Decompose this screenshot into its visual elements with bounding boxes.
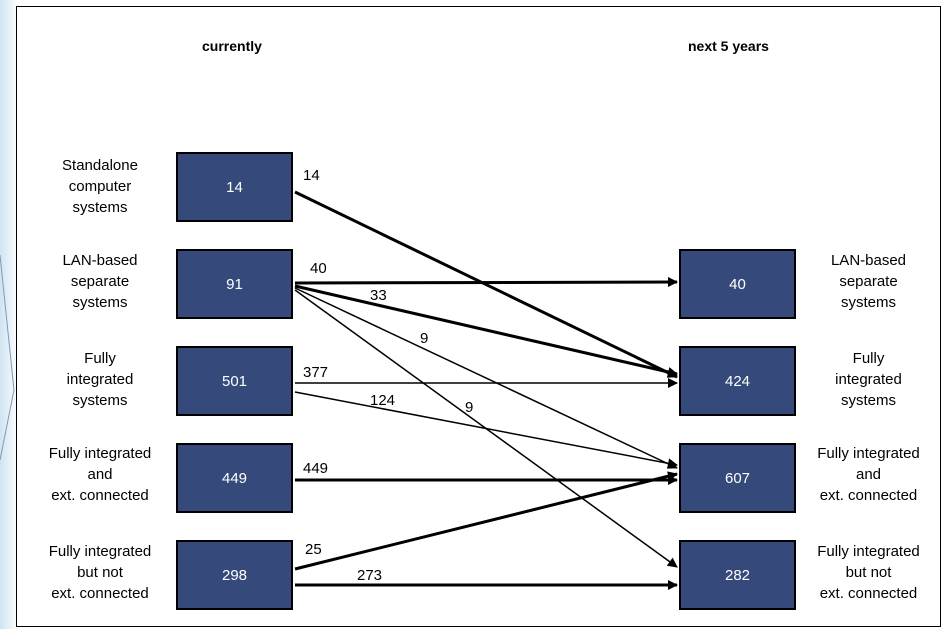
- future-box-fully-integrated: 424: [679, 346, 796, 416]
- future-box-ext-connected: 607: [679, 443, 796, 513]
- current-label-not-ext-connected: Fully integrated but not ext. connected: [48, 543, 152, 602]
- future-label-fully-integrated: Fully integrated systems: [835, 350, 902, 409]
- flow-value-label: 14: [303, 167, 320, 184]
- current-label-ext-connected: Fully integrated and ext. connected: [48, 445, 152, 504]
- flow-value-label: 9: [465, 399, 473, 416]
- current-box-ext-connected: 449: [176, 443, 293, 513]
- future-label-not-ext-connected: Fully integrated but not ext. connected: [817, 543, 920, 602]
- flow-value-label: 124: [370, 392, 395, 409]
- flow-value-label: 40: [310, 260, 327, 277]
- future-box-lan-based: 40: [679, 249, 796, 319]
- current-label-fully-integrated: Fully integrated systems: [66, 350, 134, 409]
- flow-value-label: 25: [305, 541, 322, 558]
- current-label-standalone: Standalone computer systems: [62, 157, 138, 216]
- current-label-lan-based: LAN-based separate systems: [62, 252, 138, 311]
- flow-arrow: [294, 190, 678, 379]
- header-currently: currently: [202, 38, 262, 54]
- header-next-5-years: next 5 years: [688, 38, 769, 54]
- future-box-not-ext-connected: 282: [679, 540, 796, 610]
- flow-arrow: [294, 284, 678, 377]
- flow-value-label: 273: [357, 567, 382, 584]
- flow-arrow: [294, 471, 678, 571]
- flow-value-label: 377: [303, 364, 328, 381]
- current-box-standalone: 14: [176, 152, 293, 222]
- flow-arrow: [294, 277, 678, 288]
- flow-arrow: [294, 287, 678, 469]
- future-label-ext-connected: Fully integrated and ext. connected: [817, 445, 920, 504]
- current-box-fully-integrated: 501: [176, 346, 293, 416]
- flow-value-label: 9: [420, 330, 428, 347]
- flow-value-label: 449: [303, 460, 328, 477]
- current-box-lan-based: 91: [176, 249, 293, 319]
- flow-value-label: 33: [370, 287, 387, 304]
- future-label-lan-based: LAN-based separate systems: [830, 252, 907, 311]
- flow-arrow: [294, 391, 678, 469]
- current-box-not-ext-connected: 298: [176, 540, 293, 610]
